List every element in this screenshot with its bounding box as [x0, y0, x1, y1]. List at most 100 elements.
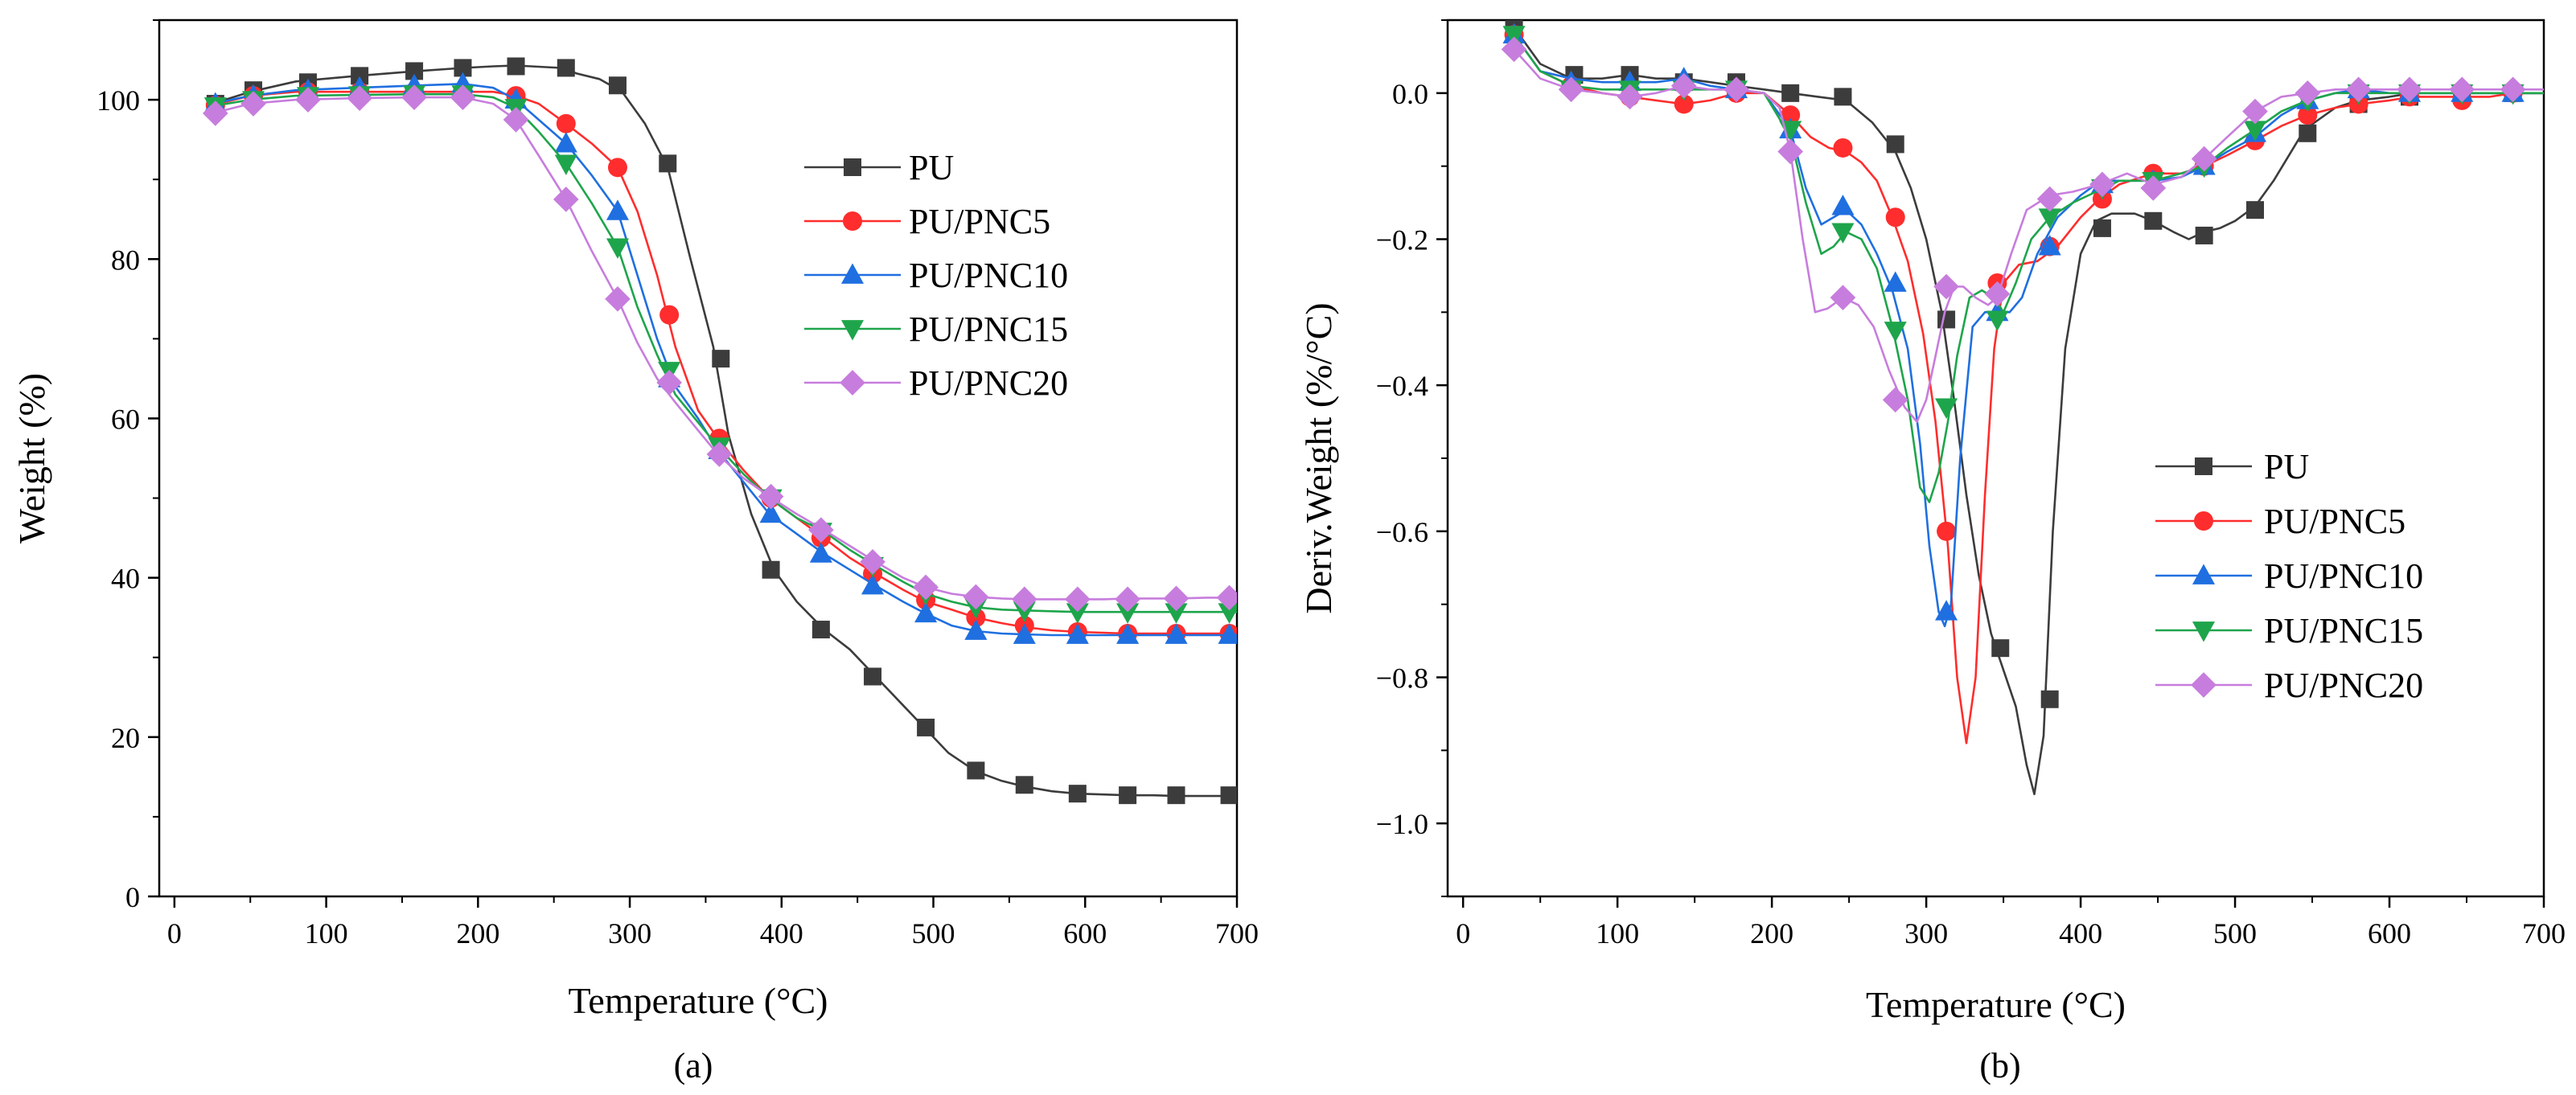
data-point-pu — [2299, 124, 2317, 142]
legend-marker — [844, 158, 861, 176]
data-point-pu-pnc20 — [2140, 175, 2167, 201]
data-point-pu — [454, 59, 472, 77]
data-point-pu — [1937, 310, 1956, 329]
legend-marker — [2195, 457, 2212, 475]
legend-marker — [840, 263, 865, 284]
data-point-pu-pnc20 — [758, 483, 784, 510]
data-point-pu — [608, 76, 627, 95]
data-point-pu-pnc20 — [963, 584, 989, 610]
data-point-pu-pnc5 — [1885, 207, 1905, 228]
legend-entry-pu-pnc15: PU/PNC15 — [804, 310, 1068, 349]
data-point-pu-pnc20 — [450, 84, 476, 110]
data-point-pu-pnc5 — [556, 113, 576, 133]
y-axis-title: Deriv.Weight (%/°C) — [1298, 302, 1339, 613]
data-point-pu-pnc20 — [503, 107, 529, 133]
data-point-pu-pnc20 — [605, 285, 631, 312]
data-point-pu-pnc10 — [1935, 600, 1958, 621]
data-point-pu — [1167, 786, 1185, 805]
data-point-pu — [762, 560, 780, 579]
y-tick-label: 20 — [111, 722, 140, 754]
data-point-pu-pnc15 — [1884, 322, 1907, 342]
data-point-pu — [864, 667, 882, 686]
legend-marker — [2194, 511, 2213, 531]
data-point-pu — [351, 67, 369, 85]
data-point-pu-pnc15 — [2243, 121, 2267, 141]
data-point-pu-pnc20 — [295, 87, 321, 113]
data-point-pu-pnc15 — [1218, 603, 1237, 624]
data-point-pu-pnc10 — [606, 199, 630, 220]
data-point-pu-pnc5 — [1937, 521, 1957, 541]
x-tick-label: 200 — [1750, 917, 1793, 949]
x-axis-title: Temperature (°C) — [1866, 984, 2126, 1025]
data-point-pu-pnc20 — [2242, 98, 2268, 125]
data-point-pu-pnc20 — [1558, 76, 1584, 103]
data-point-pu — [1068, 785, 1087, 803]
data-point-pu — [1220, 786, 1237, 805]
data-point-pu-pnc20 — [1723, 76, 1749, 103]
data-point-pu-pnc15 — [1116, 603, 1140, 624]
data-point-pu-pnc5 — [1674, 94, 1694, 114]
x-axis-title: Temperature (°C) — [569, 980, 828, 1021]
data-point-pu — [1015, 776, 1033, 794]
x-tick-label: 500 — [2213, 917, 2257, 949]
legend-marker — [2192, 564, 2216, 584]
x-tick-label: 200 — [456, 917, 499, 949]
data-point-pu-pnc15 — [2038, 208, 2061, 229]
data-point-pu — [659, 154, 677, 173]
data-point-pu-pnc10 — [861, 574, 885, 595]
data-point-pu-pnc20 — [2397, 76, 2422, 103]
x-tick-label: 600 — [2368, 917, 2411, 949]
data-point-pu-pnc20 — [1670, 72, 1697, 99]
data-point-pu-pnc10 — [1013, 623, 1036, 644]
y-tick-label: −1.0 — [1376, 808, 1428, 840]
legend-marker — [2192, 621, 2216, 642]
y-tick-label: −0.4 — [1376, 370, 1428, 402]
data-point-pu — [1991, 639, 2010, 658]
data-point-pu-pnc10 — [1218, 623, 1237, 644]
data-point-pu-pnc20 — [1115, 586, 1140, 613]
y-tick-label: −0.6 — [1376, 516, 1428, 548]
data-point-pu-pnc5 — [1781, 105, 1801, 125]
data-point-pu-pnc15 — [1066, 603, 1089, 624]
data-point-pu-pnc5 — [659, 305, 680, 325]
data-point-pu-pnc20 — [2036, 186, 2063, 212]
y-tick-label: 40 — [111, 563, 140, 595]
data-point-pu — [2195, 226, 2213, 244]
data-point-pu-pnc10 — [2038, 235, 2061, 256]
data-point-pu-pnc20 — [202, 100, 228, 126]
x-tick-label: 700 — [2522, 917, 2566, 949]
data-point-pu-pnc20 — [1830, 285, 1856, 311]
data-point-pu-pnc10 — [1831, 195, 1855, 215]
data-point-pu-pnc10 — [1165, 623, 1188, 644]
data-point-pu-pnc20 — [1933, 273, 1959, 300]
data-point-pu-pnc10 — [809, 542, 832, 563]
data-point-pu — [557, 59, 575, 77]
legend-entry-pu-pnc20: PU/PNC20 — [2155, 666, 2423, 705]
x-tick-label: 100 — [1596, 917, 1639, 949]
data-point-pu-pnc20 — [706, 441, 733, 467]
data-point-pu-pnc20 — [401, 84, 427, 110]
x-tick-label: 0 — [1456, 917, 1470, 949]
data-point-pu-pnc20 — [1501, 36, 1527, 63]
data-point-pu-pnc20 — [2500, 76, 2526, 103]
legend-label: PU — [909, 148, 954, 187]
data-point-pu-pnc20 — [1984, 281, 2011, 307]
panel-b-derivative-weight-chart: 0 100 200 300 400 500 600 700 0.0 −0.2 −0.4 −0.6 −0.… — [1298, 18, 2566, 1025]
data-point-pu — [2144, 211, 2163, 230]
data-point-pu-pnc15 — [554, 154, 577, 175]
x-tick-label: 600 — [1063, 917, 1107, 949]
series-pu-pnc20 — [202, 84, 1237, 613]
panel-label-b: (b) — [1979, 1046, 2020, 1085]
legend-entry-pu-pnc10: PU/PNC10 — [2155, 556, 2423, 596]
data-point-pu — [1834, 88, 1852, 106]
data-point-pu-pnc10 — [964, 619, 988, 640]
data-point-pu-pnc10 — [1066, 623, 1089, 644]
x-tick-label: 300 — [1904, 917, 1948, 949]
data-point-pu-pnc5 — [607, 158, 627, 178]
x-tick-label: 100 — [305, 917, 348, 949]
data-point-pu — [2040, 690, 2059, 708]
legend-label: PU/PNC5 — [2264, 502, 2405, 541]
data-point-pu — [811, 621, 830, 639]
y-tick-label: 60 — [111, 403, 140, 435]
